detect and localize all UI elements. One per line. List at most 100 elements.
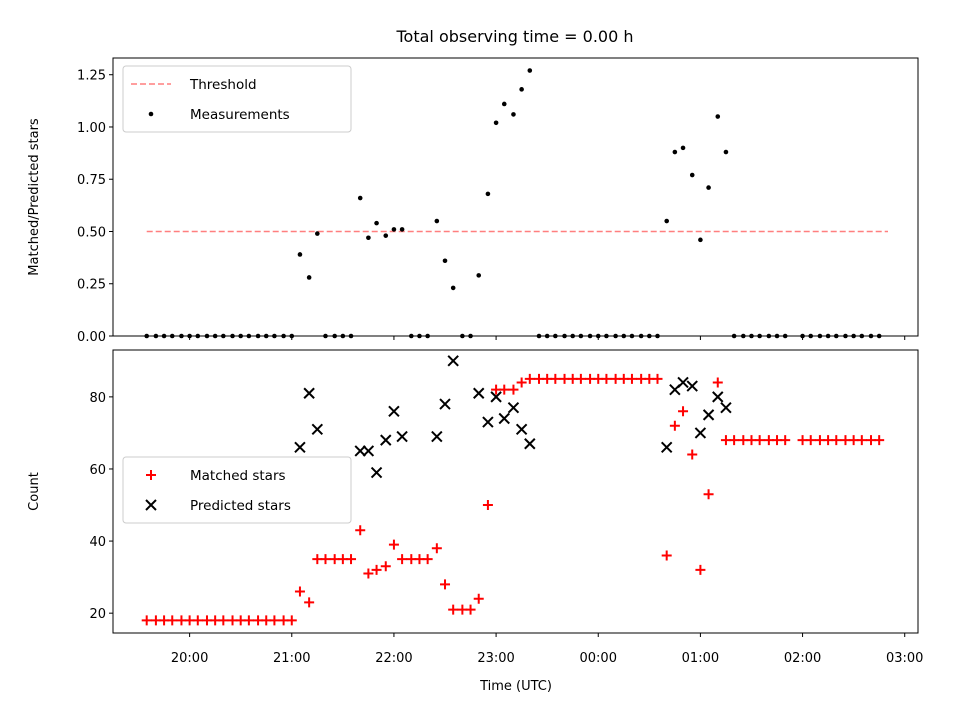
measurement-point (731, 333, 737, 339)
matched-star-point (874, 435, 885, 446)
matched-star-point (448, 604, 459, 615)
y-tick-label: 0.50 (77, 225, 106, 240)
predicted-star-point (362, 445, 375, 457)
measurement-point (570, 333, 576, 339)
measurement-point (179, 333, 184, 339)
matched-star-point (499, 384, 510, 395)
matched-star-point (652, 373, 663, 384)
matched-star-point (192, 615, 203, 626)
measurement-point (851, 333, 856, 339)
measurement-point (664, 218, 669, 224)
measurement-point (698, 237, 703, 243)
predicted-star-point (515, 423, 528, 436)
measurement-point (868, 333, 874, 339)
predicted-star-point (294, 441, 306, 454)
predicted-star-point (498, 412, 510, 425)
bottom-panel: 20:00 21:00 22:00 23:00 00:00 01:00 02:00 03:00… (27, 349, 923, 666)
measurement-point (655, 333, 660, 339)
matched-star-point (695, 564, 706, 575)
y-tick-label: 20 (89, 607, 106, 622)
matched-star-point (805, 435, 816, 446)
measurement-point (161, 333, 167, 339)
x-tick-label: 23:00 (477, 651, 514, 666)
measurement-point (383, 233, 389, 238)
x-tick-label: 20:00 (171, 651, 208, 666)
measurement-point (553, 333, 558, 339)
predicted-star-point (702, 409, 715, 421)
predicted-star-point (370, 466, 383, 479)
measurement-point (715, 114, 721, 119)
x-tick-label: 01:00 (682, 651, 719, 666)
measurement-point (255, 333, 261, 339)
measurement-point (527, 68, 533, 73)
measurement-point (672, 149, 678, 155)
measurement-point (476, 273, 482, 278)
x-tick-label: 22:00 (375, 651, 412, 666)
measurement-point (595, 333, 601, 339)
predicted-star-point (311, 423, 324, 436)
measurement-point (434, 218, 440, 224)
legend-label: Matched stars (190, 468, 286, 484)
measurement-point (774, 333, 780, 339)
predicted-star-point (447, 355, 459, 367)
measurement-point (460, 333, 465, 339)
x-tick-label: 02:00 (784, 651, 821, 666)
matched-star-point (687, 449, 698, 460)
x-tick-label: 21:00 (273, 651, 310, 666)
measurement-point (519, 87, 524, 92)
measurement-point (306, 275, 312, 280)
measurement-point (315, 231, 320, 236)
measurement-point (741, 333, 746, 339)
predicted-star-point (694, 427, 707, 439)
matched-star-point (661, 550, 672, 561)
measurement-point (689, 172, 695, 178)
measurement-point (425, 333, 430, 339)
measurement-point (450, 285, 456, 291)
measurement-point (578, 333, 584, 339)
matched-star-point (626, 373, 637, 384)
matched-star-point (754, 435, 765, 446)
measurement-point (195, 333, 201, 339)
matched-star-point (856, 435, 867, 446)
x-tick-label: 00:00 (580, 651, 617, 666)
matched-star-point (780, 435, 791, 446)
measurement-point (562, 333, 567, 339)
measurement-point (408, 333, 414, 339)
matched-star-point (550, 373, 561, 384)
measurement-point (221, 333, 226, 339)
measurement-point (859, 333, 865, 339)
predicted-star-point (712, 391, 724, 403)
measurement-point (374, 220, 379, 226)
y-tick-label: 0.00 (77, 330, 106, 345)
measurement-point (800, 333, 805, 339)
measurement-point (468, 333, 473, 339)
measurement-point (825, 333, 831, 339)
y-tick-label: 1.00 (77, 121, 106, 136)
matched-star-point (346, 554, 357, 565)
legend-label: Threshold (189, 77, 257, 93)
y-tick-label: 0.25 (77, 278, 106, 293)
predicted-star-point (524, 438, 536, 450)
y-tick-label: 1.25 (77, 69, 106, 84)
measurement-point (587, 333, 593, 339)
predicted-star-point (677, 376, 689, 389)
matched-star-point (482, 500, 493, 511)
measurement-point (212, 333, 218, 339)
predicted-star-point (686, 380, 698, 392)
measurement-point (153, 333, 159, 339)
matched-star-point (243, 615, 254, 626)
measurement-point (817, 333, 823, 339)
measurement-point (647, 333, 652, 339)
measurement-point (144, 333, 150, 339)
matched-star-point (575, 373, 586, 384)
matched-star-point (397, 554, 408, 565)
measurement-point (204, 333, 210, 339)
measurement-point (323, 333, 328, 339)
predicted-star-point (720, 401, 732, 414)
measurement-point (808, 333, 814, 339)
measurement-point (238, 333, 243, 339)
measurement-point (843, 333, 848, 339)
matched-star-point (431, 543, 442, 554)
matched-star-point (516, 377, 527, 388)
